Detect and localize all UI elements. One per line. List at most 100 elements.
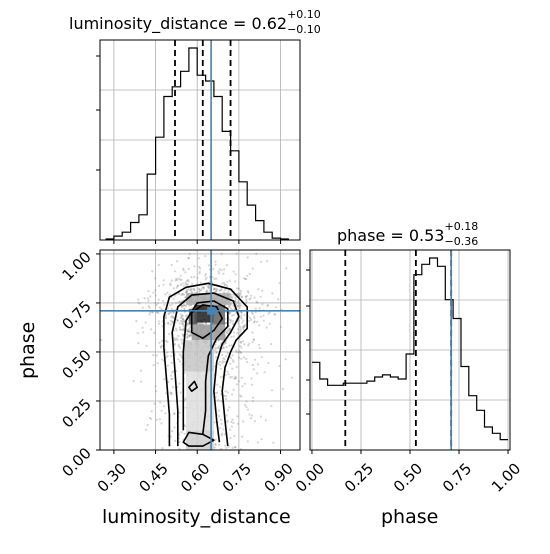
scatter-point (204, 272, 207, 275)
scatter-point (165, 351, 168, 354)
scatter-point (226, 331, 229, 334)
scatter-point (225, 394, 228, 398)
scatter-point (208, 286, 211, 290)
scatter-point (240, 376, 243, 379)
scatter-point (258, 324, 261, 327)
scatter-point (186, 330, 190, 333)
scatter-point (223, 394, 226, 397)
scatter-point (226, 409, 230, 412)
scatter-point (238, 294, 241, 297)
scatter-point (224, 355, 228, 358)
scatter-truth-marker (207, 306, 216, 315)
scatter-point (188, 330, 191, 333)
scatter-point (181, 322, 184, 325)
scatter-point (278, 364, 281, 368)
scatter-point (225, 446, 228, 449)
scatter-point (243, 325, 246, 328)
scatter-point (224, 390, 227, 393)
scatter-point (260, 260, 263, 263)
scatter-point (161, 447, 164, 450)
scatter-point (150, 417, 153, 420)
scatter-point (239, 291, 242, 294)
scatter-point (163, 303, 166, 306)
scatter-point (186, 336, 189, 339)
phase-hist-x-tick-label-3: 0.75 (439, 460, 475, 496)
scatter-point (225, 414, 228, 417)
scatter-point (178, 326, 181, 329)
scatter-point (188, 334, 191, 337)
scatter-point (151, 270, 154, 273)
scatter-point (218, 272, 221, 275)
scatter-point (224, 342, 227, 345)
scatter-point (229, 307, 232, 310)
scatter-point (222, 357, 225, 360)
scatter-point (148, 306, 151, 309)
scatter-point (222, 346, 225, 349)
scatter-point (181, 293, 184, 296)
scatter-point (249, 297, 252, 300)
scatter-point (183, 320, 186, 323)
scatter-point (234, 377, 237, 380)
scatter-point (229, 321, 232, 324)
scatter-point (236, 304, 239, 308)
scatter-point (179, 278, 182, 281)
scatter-point (226, 421, 229, 424)
scatter-point (166, 364, 170, 367)
scatter-point (226, 329, 229, 332)
scatter-point (182, 304, 185, 307)
scatter-point (158, 341, 161, 344)
scatter-point (162, 283, 165, 286)
scatter-point (284, 358, 287, 361)
scatter-point (220, 400, 223, 403)
scatter-point (154, 289, 157, 292)
scatter-point (231, 295, 234, 298)
scatter-point (157, 311, 160, 315)
scatter-point (237, 299, 240, 302)
scatter-point (240, 346, 243, 349)
scatter-point (141, 306, 144, 309)
scatter-point (235, 365, 238, 369)
scatter-point (151, 311, 154, 314)
scatter-point (204, 255, 207, 258)
scatter-point (163, 405, 166, 408)
scatter-point (214, 260, 217, 263)
scatter-point (229, 311, 232, 314)
scatter-point (226, 419, 229, 422)
scatter-point (179, 346, 182, 349)
scatter-point (226, 391, 229, 394)
scatter-point (246, 360, 249, 364)
scatter-point (268, 322, 271, 325)
scatter-point (182, 325, 185, 328)
scatter-point (178, 301, 181, 304)
scatter-point (214, 348, 217, 351)
scatter-point (221, 360, 224, 363)
scatter-point (145, 344, 148, 347)
scatter-point (147, 305, 150, 308)
scatter-point (232, 270, 235, 273)
scatter-point (222, 346, 225, 349)
scatter-point (250, 383, 254, 386)
scatter-point (255, 300, 258, 303)
scatter-point (176, 260, 179, 263)
scatter-point (161, 344, 164, 347)
scatter-point (270, 405, 273, 408)
scatter-point (207, 286, 210, 289)
scatter-point (219, 427, 222, 430)
scatter-point (232, 388, 235, 391)
scatter-point (290, 376, 293, 379)
scatter-point (148, 313, 151, 316)
scatter-point (178, 300, 181, 303)
scatter-point (225, 321, 228, 324)
scatter-point (246, 256, 249, 259)
scatter-point (190, 289, 193, 292)
scatter-point (270, 343, 273, 346)
scatter-point (193, 289, 196, 292)
scatter-point (172, 287, 175, 290)
scatter-point (253, 296, 256, 299)
scatter-point (212, 288, 215, 291)
scatter-point (137, 298, 140, 301)
scatter-point (187, 280, 190, 283)
scatter-point (237, 320, 240, 323)
luminosity-distance-title-plus: +0.10 (287, 8, 321, 21)
scatter-point (227, 328, 230, 331)
